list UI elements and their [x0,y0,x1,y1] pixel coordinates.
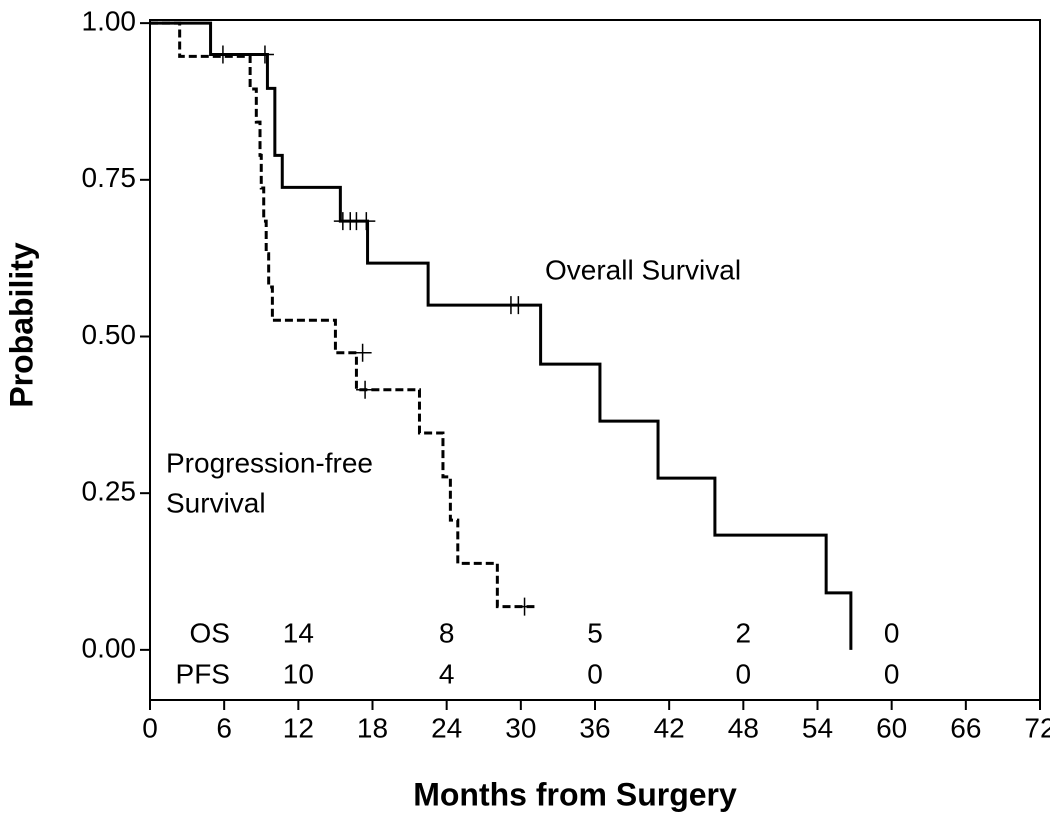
y-tick-label: 0.75 [82,162,137,193]
x-tick-label: 36 [579,712,610,743]
risk-row-label: OS [190,617,230,648]
censor-mark [353,343,372,362]
risk-count: 0 [884,617,900,648]
survival-curve [150,21,535,609]
x-tick-label: 30 [505,712,536,743]
x-tick-label: 54 [802,712,833,743]
annotation: Overall Survival [545,254,741,285]
x-tick-label: 18 [357,712,388,743]
x-tick-label: 48 [728,712,759,743]
censor-mark [515,597,534,616]
censor-mark [356,380,375,399]
y-tick-label: 0.25 [82,476,137,507]
censor-mark [509,296,528,315]
x-tick-label: 66 [950,712,981,743]
censor-mark [357,212,376,231]
risk-count: 2 [736,617,752,648]
plot-frame [149,19,1041,701]
risk-count: 14 [283,617,314,648]
censor-mark [213,45,232,64]
risk-count: 8 [439,617,455,648]
x-tick-label: 42 [654,712,685,743]
x-axis-label: Months from Surgery [413,776,737,812]
risk-count: 5 [587,617,603,648]
annotation: Progression-free [166,447,373,478]
risk-row-label: PFS [176,658,230,689]
survival-curve [150,21,853,650]
y-tick-label: 0.00 [82,632,137,663]
y-axis-label: Probability [3,242,39,408]
annotation: Survival [166,487,266,518]
x-tick-label: 60 [876,712,907,743]
x-tick-label: 12 [283,712,314,743]
x-tick-label: 24 [431,712,462,743]
risk-count: 0 [587,658,603,689]
x-tick-label: 0 [142,712,158,743]
censor-mark [255,45,274,64]
y-tick-label: 1.00 [82,6,137,37]
x-tick-label: 6 [216,712,232,743]
risk-count: 0 [884,658,900,689]
risk-count: 4 [439,658,455,689]
x-tick-label: 72 [1024,712,1050,743]
risk-count: 0 [736,658,752,689]
y-tick-label: 0.50 [82,319,137,350]
risk-count: 10 [283,658,314,689]
